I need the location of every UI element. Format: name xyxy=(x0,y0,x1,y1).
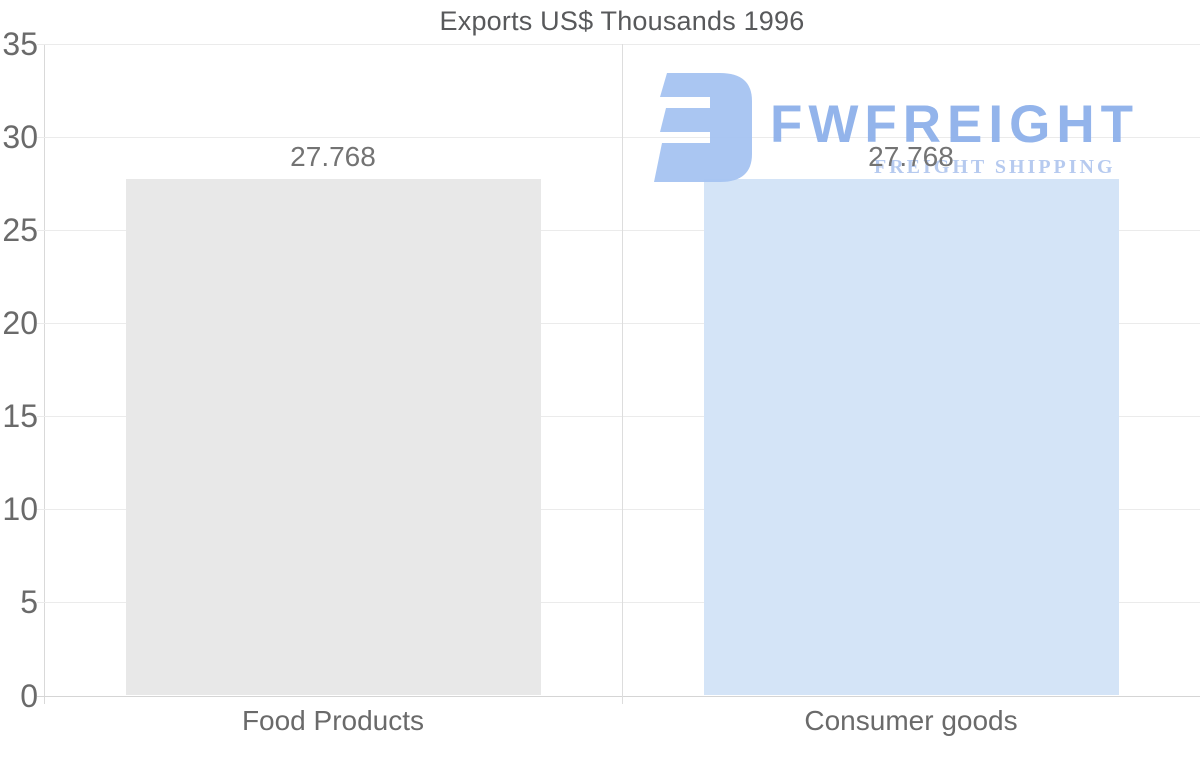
y-tick-label-15: 15 xyxy=(2,398,38,435)
y-tick-label-10: 10 xyxy=(2,491,38,528)
value-label-consumer-goods: 27.768 xyxy=(868,140,954,172)
category-divider-line xyxy=(622,44,623,704)
y-tick-label-5: 5 xyxy=(20,584,38,621)
gridline-25 xyxy=(37,230,1200,232)
y-tick-label-25: 25 xyxy=(2,212,38,249)
x-tick-label-food-products: Food Products xyxy=(241,705,425,736)
gridline-35 xyxy=(37,44,1200,46)
bar-food-products xyxy=(125,178,541,696)
gridline-20 xyxy=(37,323,1200,325)
chart-title: Exports US$ Thousands 1996 xyxy=(439,6,805,36)
watermark-brand-text: FWFREIGHT xyxy=(770,95,1139,154)
gridline-5 xyxy=(37,602,1200,604)
y-axis-line xyxy=(44,44,45,704)
gridline-10 xyxy=(37,509,1200,511)
y-tick-label-20: 20 xyxy=(2,305,38,342)
fwfreight-logo-icon xyxy=(654,73,752,182)
x-tick-label-consumer-goods: Consumer goods xyxy=(804,705,1018,736)
y-tick-label-30: 30 xyxy=(2,119,38,156)
value-label-food-products: 27.768 xyxy=(290,140,376,172)
y-tick-label-35: 35 xyxy=(2,26,38,63)
y-tick-label-0: 0 xyxy=(20,677,38,714)
gridline-0 xyxy=(37,695,1200,697)
bar-consumer-goods xyxy=(703,178,1119,696)
gridline-30 xyxy=(37,137,1200,139)
watermark-tagline-text: FREIGHT SHIPPING xyxy=(874,156,1116,178)
gridline-15 xyxy=(37,416,1200,418)
